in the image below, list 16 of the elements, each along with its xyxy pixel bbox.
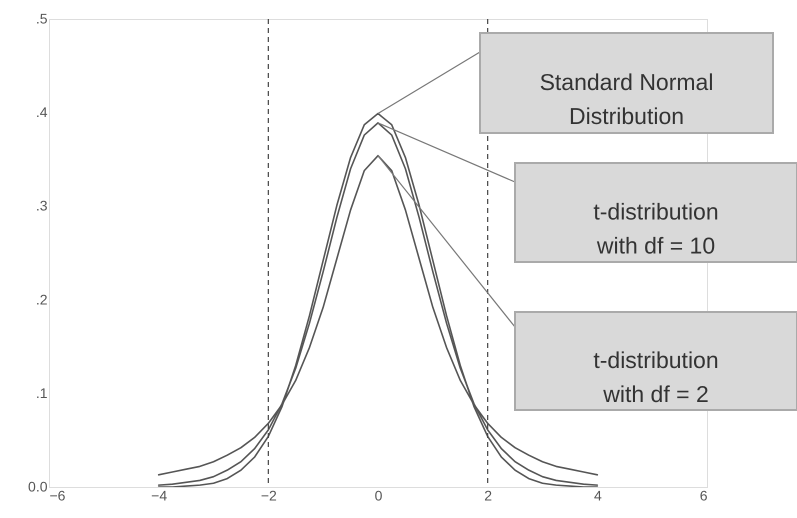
annotation: Standard Normal Distribution [540, 69, 714, 129]
x-tick-label: 2 [484, 488, 492, 504]
y-tick-label: 0.0 [28, 478, 48, 494]
x-tick-label: −2 [260, 488, 278, 504]
annotation: t-distribution with df = 10 [593, 198, 719, 258]
x-tick-label: −4 [151, 488, 168, 504]
annotation: t-distribution with df = 2 [593, 347, 719, 407]
x-tick-label: 6 [700, 488, 708, 504]
x-tick-label: 4 [594, 488, 602, 504]
x-tick-label: 0 [374, 488, 383, 504]
x-tick-label: −6 [50, 488, 66, 504]
y-tick-label: .2 [36, 291, 48, 308]
y-tick-label: .5 [36, 10, 48, 26]
y-tick-label: .3 [36, 198, 48, 214]
y-tick-label: .4 [36, 104, 48, 120]
y-tick-label: .1 [36, 384, 48, 401]
